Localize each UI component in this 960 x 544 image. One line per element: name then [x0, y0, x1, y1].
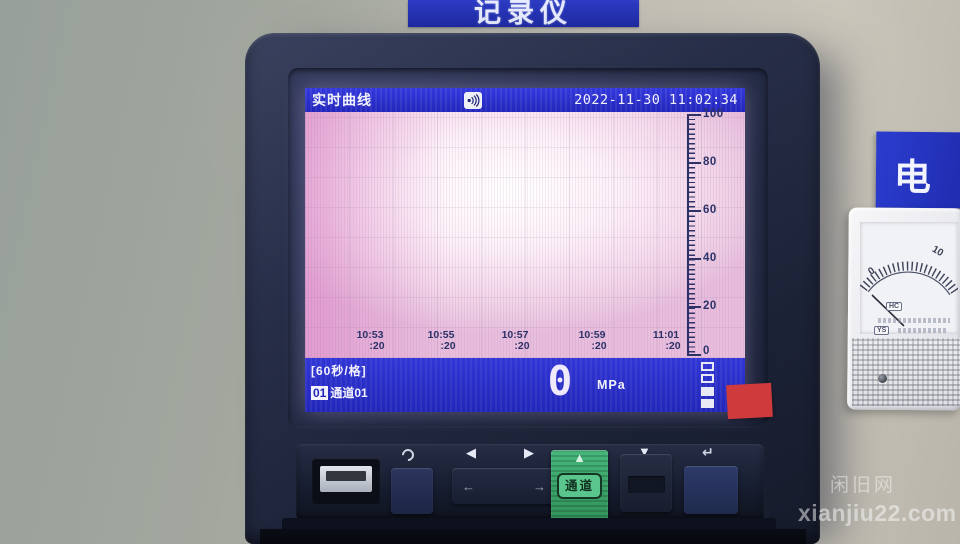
status-bar: [60秒/格] 01 通道01 0 MPa [305, 357, 745, 412]
channel-unit: MPa [597, 378, 626, 392]
trend-chart-area: 100 80 60 40 20 0 10:53 :20 10:55 :20 10… [305, 108, 745, 358]
wall-sign-recorder-label: 记录仪 [474, 0, 573, 27]
wall-sign-voltage-label: 电压 [893, 156, 934, 199]
channel-value: 0 [547, 357, 573, 405]
x-tick-label: 10:59 :20 [578, 329, 607, 352]
y-tick-label: 20 [703, 300, 717, 312]
enter-icon: ↵ [702, 444, 714, 460]
rocker-right-arrow-icon: → [533, 478, 546, 494]
meter-fine-print [898, 328, 946, 333]
x-tick-label: 10:53 :20 [356, 329, 385, 352]
channel-number-badge: 01 [311, 386, 329, 400]
page-indicator-square [701, 374, 714, 383]
page-indicator-square [701, 387, 714, 396]
x-tick-label: 10:55 :20 [427, 329, 456, 352]
y-tick-label: 40 [703, 252, 717, 264]
y-axis-major-ticks [689, 114, 701, 356]
red-tag [726, 382, 773, 420]
channel-name: 通道01 [330, 386, 368, 400]
recorder-screen: 实时曲线 2022-11-30 11:02:34 100 80 60 40 20… [305, 88, 745, 412]
channel-row: 01 通道01 [311, 384, 368, 401]
page-indicator-square [701, 362, 714, 371]
meter-fine-print [878, 318, 950, 323]
left-triangle-icon: ◀ [466, 445, 476, 460]
meter-logo-hc: HC [886, 302, 903, 311]
wall-sign-voltage: 电压 [875, 131, 960, 209]
watermark-line2: xianjiu22.com [798, 500, 957, 526]
enter-key[interactable] [684, 466, 738, 514]
voltmeter-face [859, 222, 959, 334]
y-tick-label: 0 [703, 345, 710, 357]
usb-port-slot [326, 471, 366, 481]
channel-key-label: 通道 [557, 473, 602, 499]
left-right-rocker-key[interactable]: ← → [452, 468, 556, 504]
up-triangle-icon: ▲ [573, 450, 586, 465]
time-interval-label: [60秒/格] [311, 364, 367, 378]
y-tick-label: 80 [703, 156, 717, 168]
x-tick-label: 10:57 :20 [501, 329, 530, 352]
rocker-left-arrow-icon: ← [462, 478, 475, 494]
channel-key[interactable]: ▲ 通道 [551, 450, 608, 522]
down-key-label-recess [628, 476, 665, 493]
screen-title: 实时曲线 [312, 92, 372, 108]
page-key[interactable] [391, 468, 433, 514]
paper-door-edge [282, 518, 776, 531]
watermark: 闲旧网 xianjiu22.com [798, 470, 960, 527]
y-tick-label: 60 [703, 204, 717, 216]
right-triangle-icon: ▶ [524, 445, 534, 460]
screw-icon [878, 374, 887, 383]
wall-sign-recorder: 记录仪 [408, 0, 639, 27]
meter-textured-cover [852, 338, 960, 406]
sound-broadcast-icon [464, 91, 483, 109]
watermark-line1: 闲旧网 [830, 475, 897, 496]
y-axis-ruler [687, 114, 701, 356]
screen-header: 实时曲线 2022-11-30 11:02:34 [305, 88, 745, 112]
page-indicator-square [701, 399, 714, 408]
lower-door [260, 529, 806, 544]
meter-logo-ys: YS [874, 326, 890, 335]
x-tick-label: 11:01 :20 [652, 329, 681, 352]
y-tick-label: 100 [703, 108, 724, 120]
screen-datetime: 2022-11-30 11:02:34 [574, 92, 738, 108]
